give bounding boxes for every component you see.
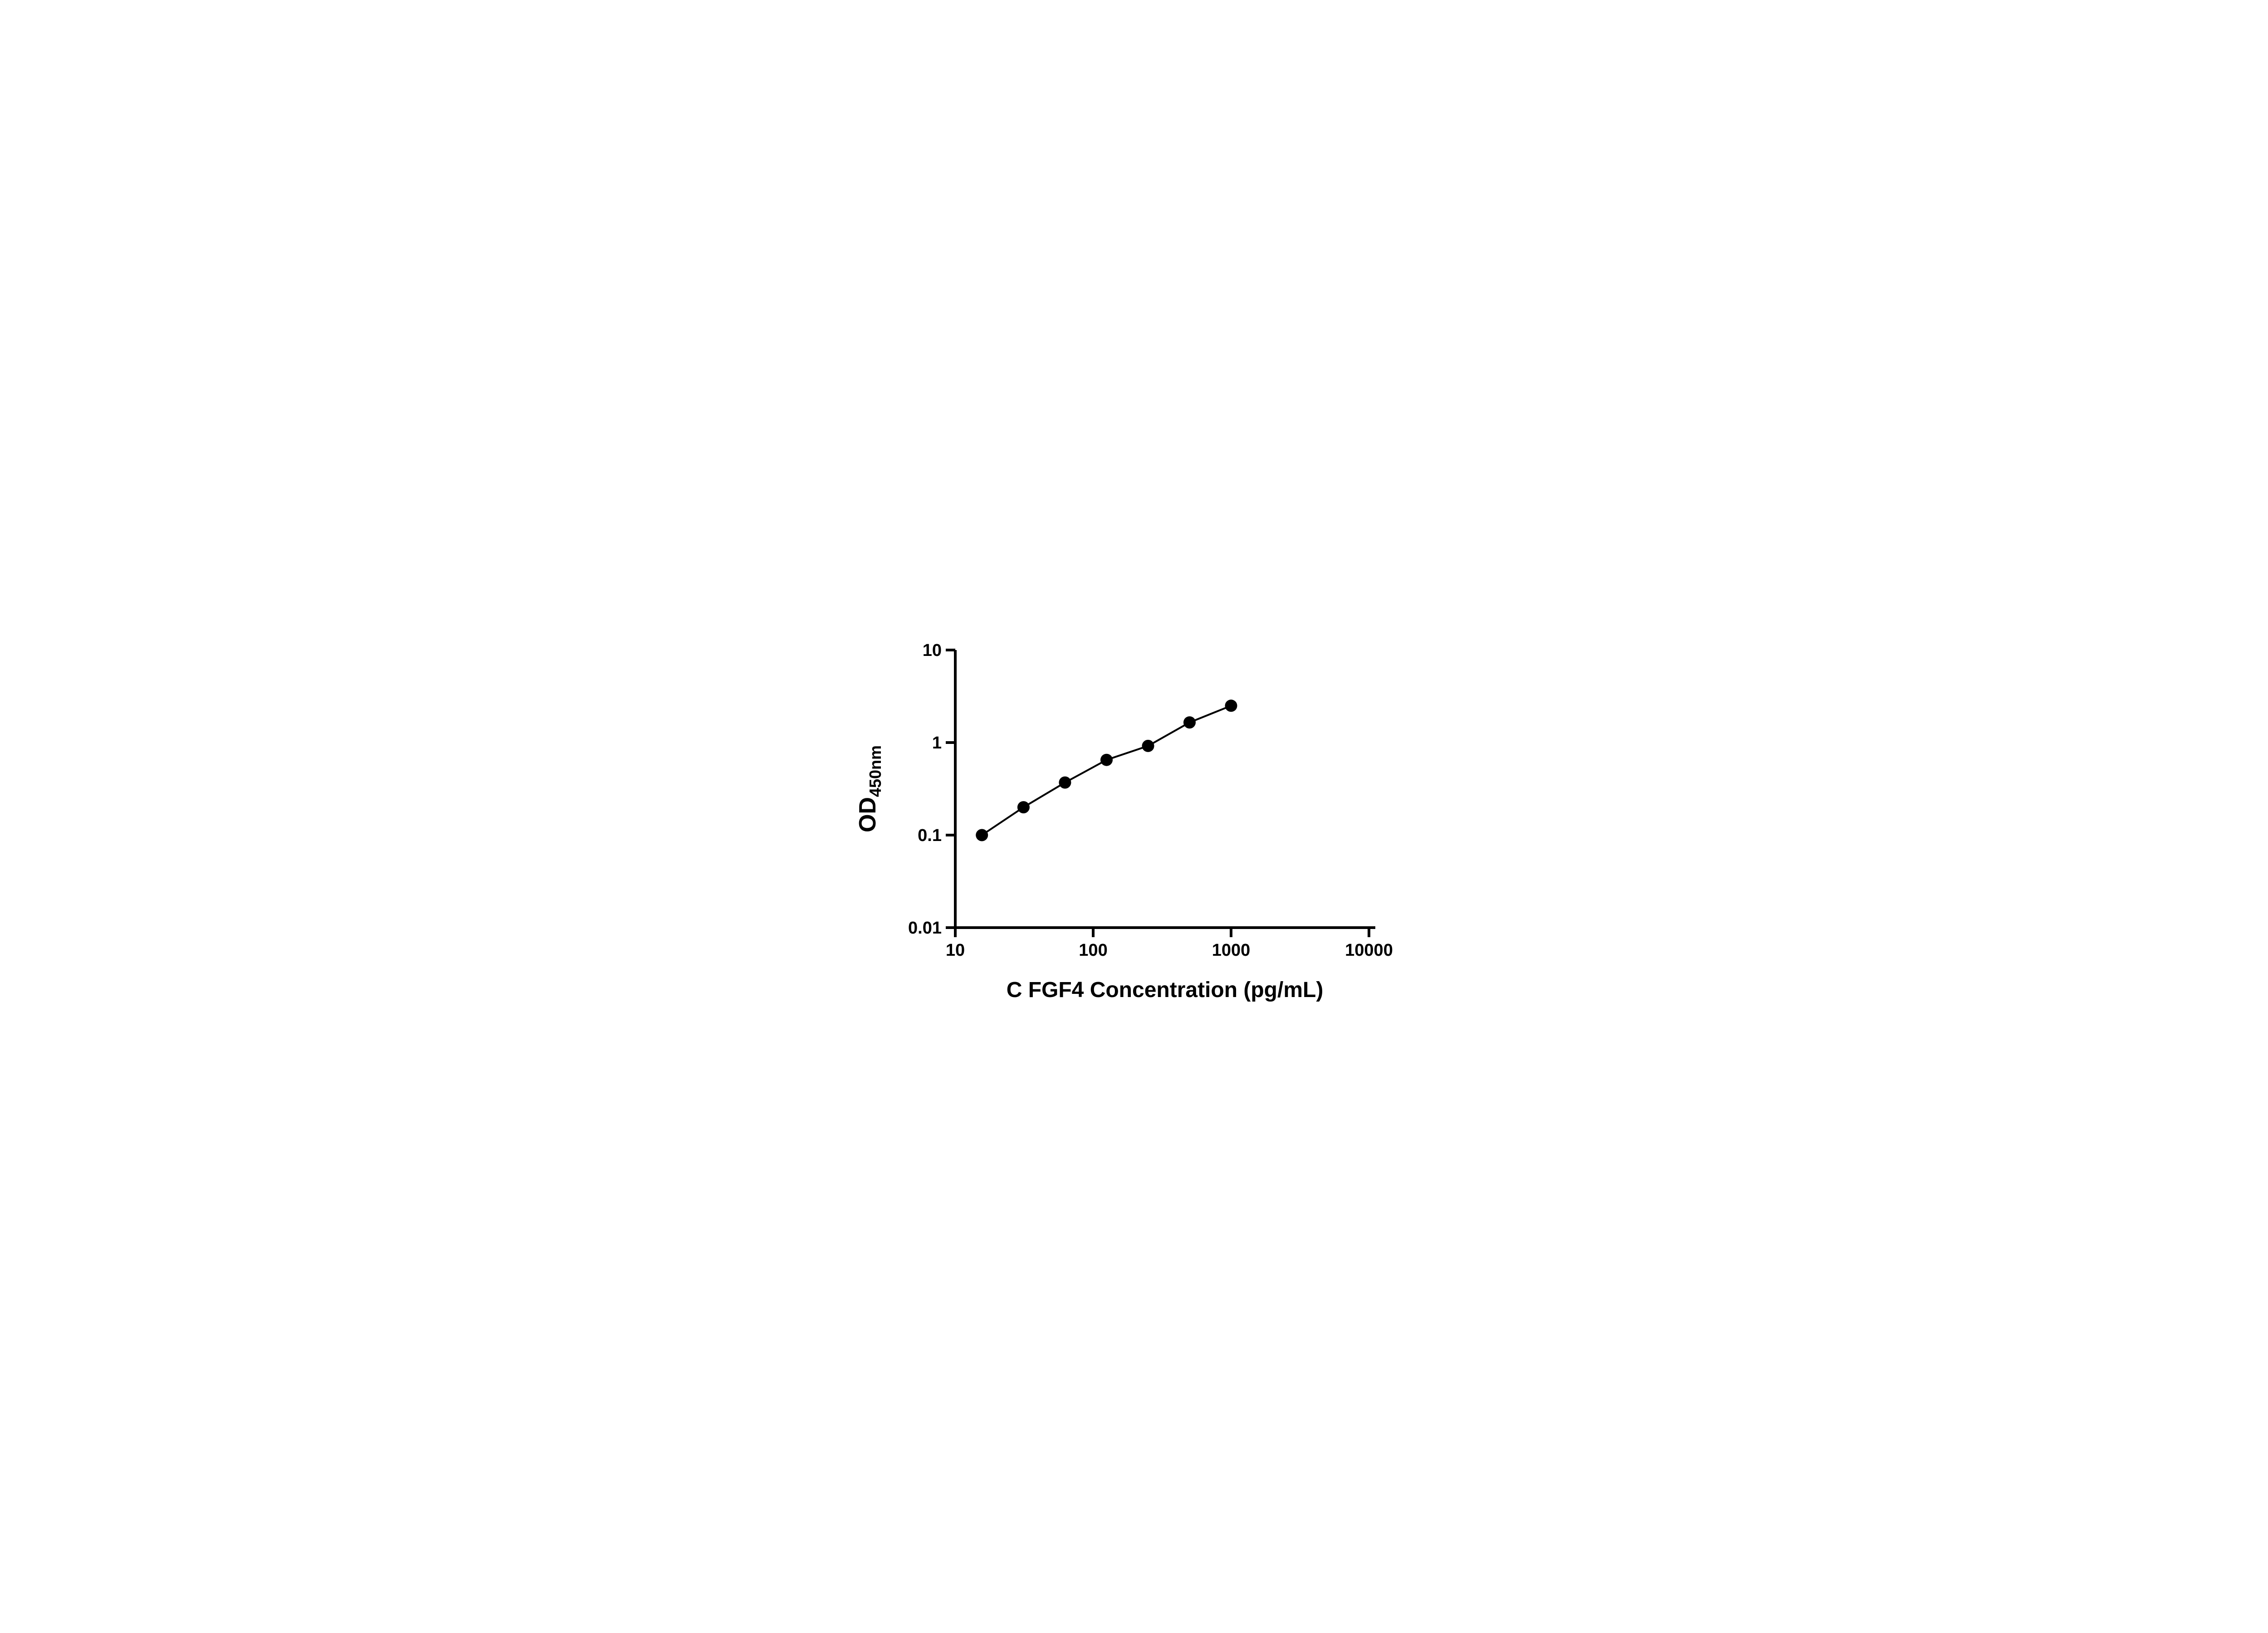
data-point	[1142, 739, 1154, 752]
data-point	[1100, 753, 1113, 766]
y-axis-title: OD450nm	[855, 745, 885, 832]
y-tick-label: 0.01	[908, 919, 942, 938]
data-point	[1225, 699, 1237, 712]
y-tick-label: 10	[922, 641, 941, 660]
chart-background	[842, 612, 1426, 1021]
elisa-standard-curve-figure: 10 100 1000 10000 0.01 0.1 1 10 C FGF4 Concentra…	[842, 612, 1426, 1021]
x-tick-label: 100	[1079, 941, 1107, 960]
data-point	[1017, 801, 1030, 814]
x-tick-label: 1000	[1212, 941, 1250, 960]
data-point	[1058, 776, 1071, 789]
y-tick-label: 1	[932, 733, 941, 753]
x-axis-title: C FGF4 Concentration (pg/mL)	[1006, 978, 1323, 1002]
chart-canvas: 10 100 1000 10000 0.01 0.1 1 10 C FGF4 Concentra…	[842, 612, 1426, 1021]
y-tick-label: 0.1	[918, 826, 942, 845]
x-tick-label: 10000	[1345, 941, 1393, 960]
x-tick-label: 10	[945, 941, 964, 960]
data-point	[975, 829, 988, 841]
data-point	[1183, 716, 1196, 729]
